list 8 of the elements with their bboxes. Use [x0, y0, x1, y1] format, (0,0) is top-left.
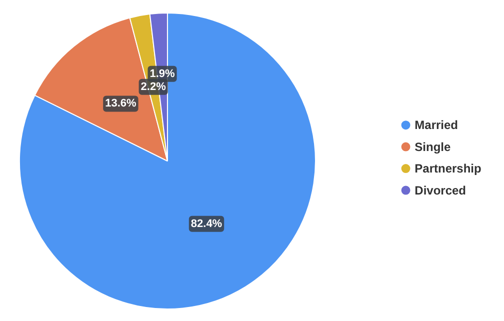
legend-label: Single — [414, 140, 451, 154]
legend-label: Divorced — [414, 183, 466, 198]
legend-label: Married — [414, 118, 458, 132]
data-label: 1.9% — [150, 68, 176, 80]
data-label: 13.6% — [105, 98, 136, 110]
data-label: 82.4% — [190, 218, 222, 230]
legend-label: Partnership — [414, 162, 482, 176]
data-label: 2.2% — [140, 80, 166, 93]
